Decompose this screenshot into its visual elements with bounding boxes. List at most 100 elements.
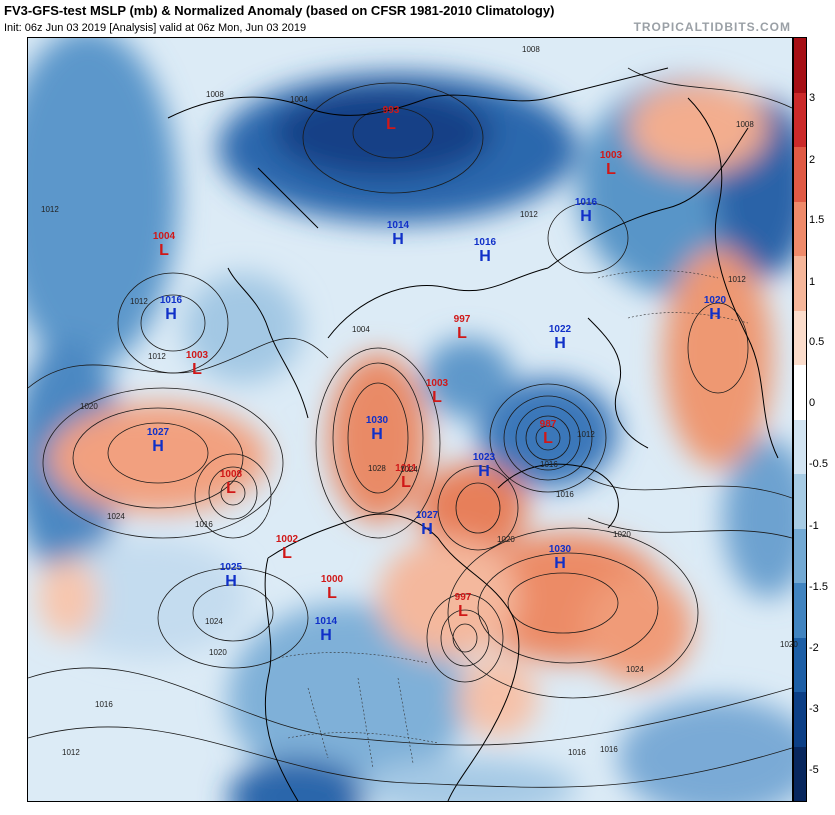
pressure-value: 1027 <box>415 510 439 521</box>
colorbar-tick-label: 2 <box>809 154 816 166</box>
high-pressure-center: 1027 H <box>416 511 438 538</box>
pressure-value: 1014 <box>314 616 338 627</box>
isobar-label: 1024 <box>107 512 125 521</box>
colorbar-segment <box>794 256 806 312</box>
low-pressure-center: 987 L <box>540 420 557 447</box>
map-canvas <box>28 38 792 801</box>
colorbar-tick-label: 0 <box>809 397 816 409</box>
colorbar-segment <box>794 528 806 584</box>
isobar-label: 1012 <box>728 275 746 284</box>
colorbar-segment <box>794 365 806 421</box>
colorbar-segment <box>794 746 806 801</box>
pressure-value: 1008 <box>219 469 243 480</box>
low-pressure-center: 1008 L <box>220 470 242 497</box>
isobar-label: 1004 <box>352 325 370 334</box>
pressure-letter: L <box>432 389 442 406</box>
high-pressure-center: 1014 H <box>387 221 409 248</box>
political-borders <box>277 270 749 769</box>
low-pressure-center: 1000 L <box>321 575 343 602</box>
colorbar-segment <box>794 310 806 366</box>
isobar-label: 1024 <box>400 465 418 474</box>
pressure-letter: H <box>152 438 164 455</box>
pressure-letter: H <box>478 463 490 480</box>
low-pressure-center: 1004 L <box>153 232 175 259</box>
low-pressure-center: 997 L <box>454 315 471 342</box>
colorbar-segment <box>794 147 806 203</box>
isobar-label: 1016 <box>195 520 213 529</box>
isobar-label: 1020 <box>780 640 798 649</box>
colorbar-segment <box>794 201 806 257</box>
high-pressure-center: 1016 H <box>160 296 182 323</box>
high-pressure-center: 1027 H <box>147 428 169 455</box>
pressure-letter: L <box>159 242 169 259</box>
colorbar-segment <box>794 38 806 94</box>
isobar-label: 1008 <box>522 45 540 54</box>
colorbar-segment <box>794 637 806 693</box>
isobar-label: 1016 <box>540 460 558 469</box>
isobar-label: 1012 <box>520 210 538 219</box>
colorbar-tick-label: 1 <box>809 276 816 288</box>
pressure-value: 993 <box>382 105 400 116</box>
pressure-letter: H <box>421 521 433 538</box>
isobar-label: 1012 <box>41 205 59 214</box>
isobar-label: 1020 <box>497 535 515 544</box>
isobar-label: 1028 <box>368 464 386 473</box>
pressure-value: 997 <box>454 592 472 603</box>
low-pressure-center: 1002 L <box>276 535 298 562</box>
isobar-label: 1020 <box>613 530 631 539</box>
colorbar-tick-label: 3 <box>809 92 816 104</box>
pressure-letter: L <box>327 585 337 602</box>
colorbar-segment <box>794 583 806 639</box>
anomaly-shading <box>28 38 792 801</box>
high-pressure-center: 1030 H <box>366 416 388 443</box>
anomaly-colorbar <box>793 37 807 802</box>
isobar-label: 1016 <box>600 745 618 754</box>
colorbar-segment <box>794 692 806 748</box>
high-pressure-center: 1025 H <box>220 563 242 590</box>
pressure-letter: H <box>554 555 566 572</box>
colorbar-tick-label: -3 <box>809 703 819 715</box>
pressure-value: 1016 <box>159 295 183 306</box>
isobar-label: 1004 <box>290 95 308 104</box>
colorbar-tick-label: -1.5 <box>809 581 828 593</box>
high-pressure-center: 1022 H <box>549 325 571 352</box>
colorbar-tick-label: 0.5 <box>809 336 825 348</box>
colorbar-tick-label: -1 <box>809 520 819 532</box>
pressure-value: 1027 <box>146 427 170 438</box>
high-pressure-center: 1023 H <box>473 453 495 480</box>
low-pressure-center: 993 L <box>383 106 400 133</box>
coastlines <box>167 67 779 801</box>
brand-watermark: TROPICALTIDBITS.COM <box>633 20 791 34</box>
pressure-value: 997 <box>453 314 471 325</box>
pressure-value: 1030 <box>548 544 572 555</box>
pressure-value: 1004 <box>152 231 176 242</box>
isobar-label: 1016 <box>95 700 113 709</box>
low-pressure-center: 1003 L <box>600 151 622 178</box>
colorbar-tick-label: -2 <box>809 642 819 654</box>
low-pressure-center: 1011 L <box>395 464 417 491</box>
pressure-letter: L <box>386 116 396 133</box>
pressure-value: 1030 <box>365 415 389 426</box>
pressure-value: 1022 <box>548 324 572 335</box>
chart-subtitle: Init: 06z Jun 03 2019 [Analysis] valid a… <box>4 22 307 34</box>
colorbar-tick-label: -0.5 <box>809 458 828 470</box>
isobar-label: 1024 <box>626 665 644 674</box>
pressure-value: 1000 <box>320 574 344 585</box>
pressure-letter: L <box>401 474 411 491</box>
isobar-label: 1016 <box>568 748 586 757</box>
high-pressure-center: 1016 H <box>575 198 597 225</box>
isobar-label: 1008 <box>736 120 754 129</box>
pressure-letter: L <box>606 161 616 178</box>
isobar-label: 1020 <box>80 402 98 411</box>
low-pressure-center: 1003 L <box>186 351 208 378</box>
isobar-label: 1020 <box>209 648 227 657</box>
pressure-value: 1002 <box>275 534 299 545</box>
colorbar-tick-label: -5 <box>809 764 819 776</box>
low-pressure-center: 997 L <box>455 593 472 620</box>
pressure-letter: H <box>709 306 721 323</box>
high-pressure-center: 1020 H <box>704 296 726 323</box>
pressure-letter: L <box>282 545 292 562</box>
pressure-letter: H <box>479 248 491 265</box>
low-pressure-center: 1003 L <box>426 379 448 406</box>
mslp-anomaly-map <box>27 37 793 802</box>
